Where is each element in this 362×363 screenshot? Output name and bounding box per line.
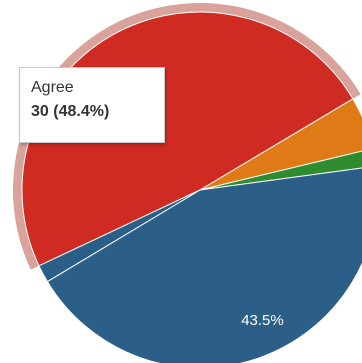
pie-slice-5[interactable] (38, 189, 201, 283)
pie-slice-4[interactable] (46, 166, 362, 363)
tooltip: Agree 30 (48.4%) (19, 67, 165, 143)
pie-slice-3[interactable] (199, 148, 362, 191)
tooltip-value: 30 (48.4%) (31, 103, 110, 120)
pie-slice-2[interactable] (199, 98, 362, 191)
tooltip-label: Agree (31, 79, 74, 96)
slice-data-label: 43.5% (241, 312, 284, 329)
